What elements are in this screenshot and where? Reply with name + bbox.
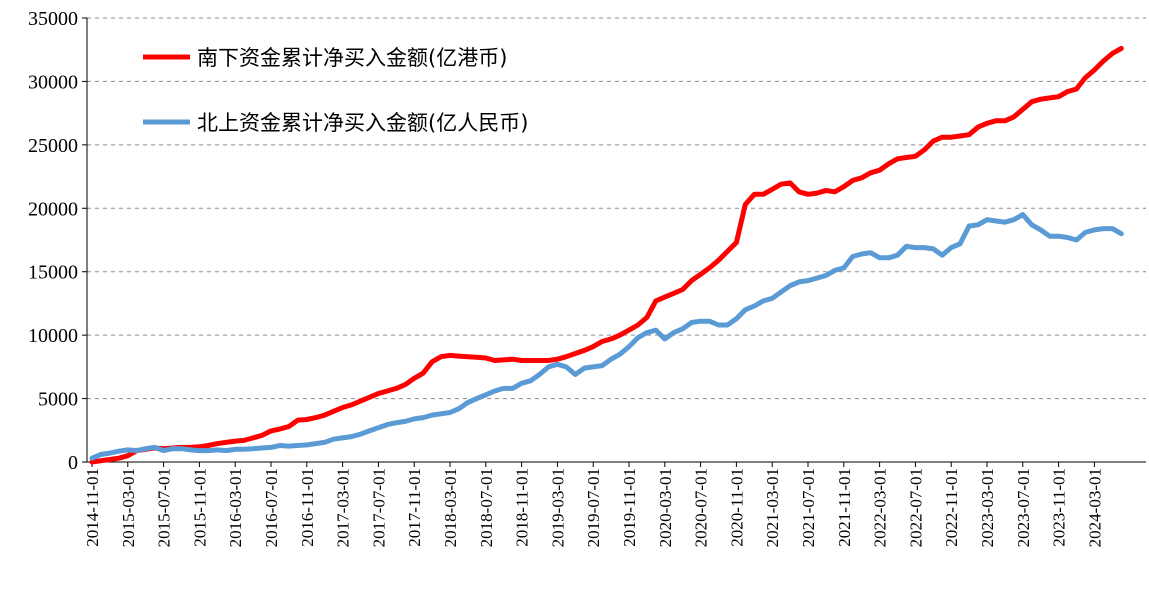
x-tick-label: 2017-03-01 <box>334 468 353 547</box>
x-tick-label: 2023-03-01 <box>978 468 997 547</box>
x-tick-label: 2020-11-01 <box>727 468 746 547</box>
y-tick-label: 35000 <box>28 8 78 30</box>
x-axis-tick-labels: 2014-11-01 2015-03-01 2015-07-01 2015-11-01… <box>83 468 1104 547</box>
series-line-0 <box>89 45 1124 465</box>
y-tick-label: 10000 <box>28 325 78 347</box>
x-tick-label: 2020-03-01 <box>656 468 675 547</box>
x-tick-label: 2014-11-01 <box>83 468 102 547</box>
x-tick-label: 2021-07-01 <box>799 468 818 547</box>
x-tick-label: 2023-11-01 <box>1050 468 1069 547</box>
x-tick-label: 2023-07-01 <box>1014 468 1033 547</box>
axes <box>82 17 1146 467</box>
x-tick-label: 2020-07-01 <box>692 468 711 547</box>
x-tick-label: 2022-11-01 <box>942 468 961 547</box>
x-tick-label: 2021-03-01 <box>763 468 782 547</box>
y-tick-label: 20000 <box>28 198 78 220</box>
x-tick-label: 2016-03-01 <box>226 468 245 547</box>
x-tick-label: 2016-07-01 <box>262 468 281 547</box>
x-tick-label: 2015-03-01 <box>119 468 138 547</box>
x-tick-label: 2019-07-01 <box>584 468 603 547</box>
y-tick-label: 15000 <box>28 262 78 284</box>
x-tick-label: 2015-07-01 <box>155 468 174 547</box>
legend: 南下资金累计净买入金额(亿港币) 北上资金累计净买入金额(亿人民币) <box>143 46 528 135</box>
y-axis-tick-labels: 0 5000 10000 15000 20000 25000 30000 35000 <box>28 8 78 474</box>
x-tick-label: 2016-11-01 <box>298 468 317 547</box>
x-tick-label: 2022-03-01 <box>871 468 890 547</box>
x-tick-label: 2024-03-01 <box>1085 468 1104 547</box>
y-tick-label: 30000 <box>28 71 78 93</box>
x-tick-label: 2017-07-01 <box>369 468 388 547</box>
y-tick-label: 0 <box>68 452 78 474</box>
x-tick-label: 2019-03-01 <box>548 468 567 547</box>
x-tick-label: 2021-11-01 <box>835 468 854 547</box>
x-tick-label: 2018-07-01 <box>477 468 496 547</box>
gridlines <box>87 17 1146 400</box>
legend-label-0: 南下资金累计净买入金额(亿港币) <box>197 46 507 70</box>
y-tick-label: 25000 <box>28 135 78 157</box>
x-tick-label: 2015-11-01 <box>190 468 209 547</box>
series-line-1 <box>89 212 1124 461</box>
x-tick-label: 2017-11-01 <box>405 468 424 547</box>
series-lines <box>89 45 1124 465</box>
legend-label-1: 北上资金累计净买入金额(亿人民币) <box>197 111 528 135</box>
y-tick-label: 5000 <box>38 389 78 411</box>
x-tick-label: 2018-11-01 <box>513 468 532 547</box>
x-tick-label: 2018-03-01 <box>441 468 460 547</box>
x-tick-label: 2022-07-01 <box>906 468 925 547</box>
x-tick-label: 2019-11-01 <box>620 468 639 547</box>
